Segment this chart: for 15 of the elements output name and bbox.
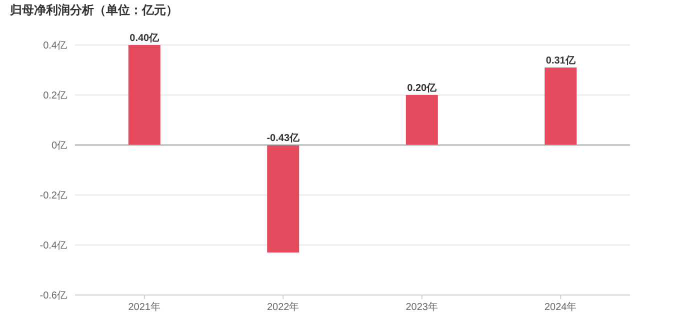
data-label: 0.31亿 — [546, 54, 576, 66]
y-tick-label: -0.2亿 — [40, 190, 67, 202]
data-label: 0.20亿 — [407, 82, 438, 94]
title: 归母净利润分析（单位：亿元） — [10, 3, 178, 17]
y-tick-label: 0.4亿 — [43, 40, 67, 52]
x-tick-label: 2024年 — [544, 301, 577, 313]
y-tick-label: -0.4亿 — [40, 240, 67, 252]
y-tick-label: -0.6亿 — [40, 290, 67, 302]
data-label: -0.43亿 — [266, 132, 301, 144]
y-tick-label: 0亿 — [51, 140, 67, 152]
data-label: 0.40亿 — [130, 32, 160, 44]
x-tick-label: 2021年 — [128, 301, 160, 313]
x-tick-label: 2023年 — [406, 301, 438, 313]
x-tick-label: 2022年 — [267, 301, 300, 313]
y-tick-label: 0.2亿 — [43, 90, 67, 102]
